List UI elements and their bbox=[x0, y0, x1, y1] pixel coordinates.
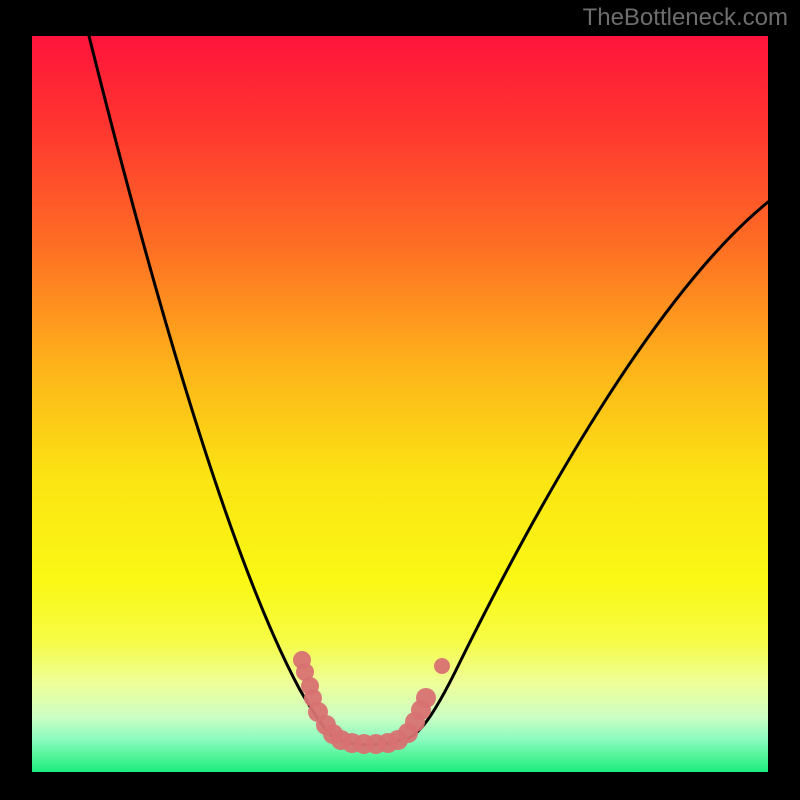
curve-segment bbox=[89, 36, 340, 740]
data-marker bbox=[434, 658, 450, 674]
chart-stage: TheBottleneck.com bbox=[0, 0, 800, 800]
curve-layer bbox=[0, 0, 800, 800]
data-marker bbox=[416, 688, 436, 708]
curve-segment bbox=[400, 202, 768, 740]
watermark-text: TheBottleneck.com bbox=[583, 4, 788, 32]
